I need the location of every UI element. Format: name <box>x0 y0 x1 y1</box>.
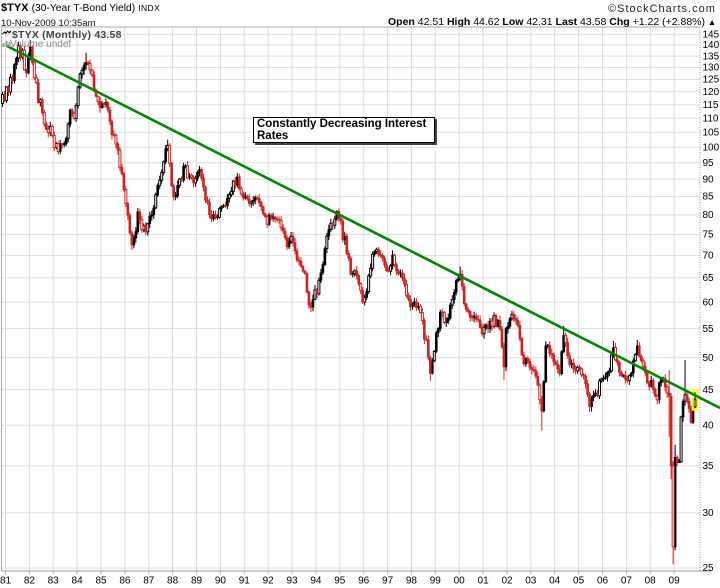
svg-text:07: 07 <box>621 576 633 587</box>
svg-text:81: 81 <box>0 576 11 587</box>
svg-text:00: 00 <box>454 576 466 587</box>
svg-text:99: 99 <box>430 576 442 587</box>
svg-text:115: 115 <box>703 100 719 111</box>
svg-text:04: 04 <box>549 576 561 587</box>
svg-text:30: 30 <box>703 508 715 519</box>
svg-text:92: 92 <box>263 576 275 587</box>
svg-text:02: 02 <box>501 576 513 587</box>
svg-text:97: 97 <box>382 576 394 587</box>
svg-text:45: 45 <box>703 385 715 396</box>
svg-text:70: 70 <box>703 251 715 262</box>
svg-text:95: 95 <box>703 158 715 169</box>
svg-text:55: 55 <box>703 324 715 335</box>
svg-text:130: 130 <box>703 63 720 74</box>
svg-text:120: 120 <box>703 87 720 98</box>
svg-text:140: 140 <box>703 40 720 51</box>
svg-text:40: 40 <box>703 421 715 432</box>
svg-text:84: 84 <box>72 576 84 587</box>
svg-text:09: 09 <box>669 576 681 587</box>
svg-text:05: 05 <box>573 576 585 587</box>
svg-text:91: 91 <box>239 576 251 587</box>
svg-text:96: 96 <box>358 576 370 587</box>
svg-text:110: 110 <box>703 113 719 124</box>
svg-text:01: 01 <box>478 576 490 587</box>
svg-text:75: 75 <box>703 230 715 241</box>
svg-text:80: 80 <box>703 210 715 221</box>
svg-text:85: 85 <box>95 576 107 587</box>
svg-text:87: 87 <box>143 576 155 587</box>
svg-text:65: 65 <box>703 273 715 284</box>
svg-text:125: 125 <box>703 75 720 86</box>
svg-text:25: 25 <box>703 563 715 574</box>
svg-text:105: 105 <box>703 128 720 139</box>
svg-text:60: 60 <box>703 297 715 308</box>
svg-text:35: 35 <box>703 461 715 472</box>
svg-text:95: 95 <box>334 576 346 587</box>
svg-text:88: 88 <box>167 576 179 587</box>
svg-text:50: 50 <box>703 353 715 364</box>
svg-text:89: 89 <box>191 576 203 587</box>
svg-text:98: 98 <box>406 576 418 587</box>
svg-text:03: 03 <box>525 576 537 587</box>
svg-text:86: 86 <box>119 576 131 587</box>
svg-text:06: 06 <box>597 576 609 587</box>
svg-text:93: 93 <box>286 576 298 587</box>
svg-text:94: 94 <box>310 576 322 587</box>
svg-text:83: 83 <box>48 576 60 587</box>
svg-text:100: 100 <box>703 142 720 153</box>
svg-text:135: 135 <box>703 51 720 62</box>
svg-text:85: 85 <box>703 192 715 203</box>
svg-text:90: 90 <box>215 576 227 587</box>
svg-text:82: 82 <box>24 576 36 587</box>
svg-text:90: 90 <box>703 174 715 185</box>
svg-text:08: 08 <box>645 576 657 587</box>
svg-text:145: 145 <box>703 30 720 41</box>
